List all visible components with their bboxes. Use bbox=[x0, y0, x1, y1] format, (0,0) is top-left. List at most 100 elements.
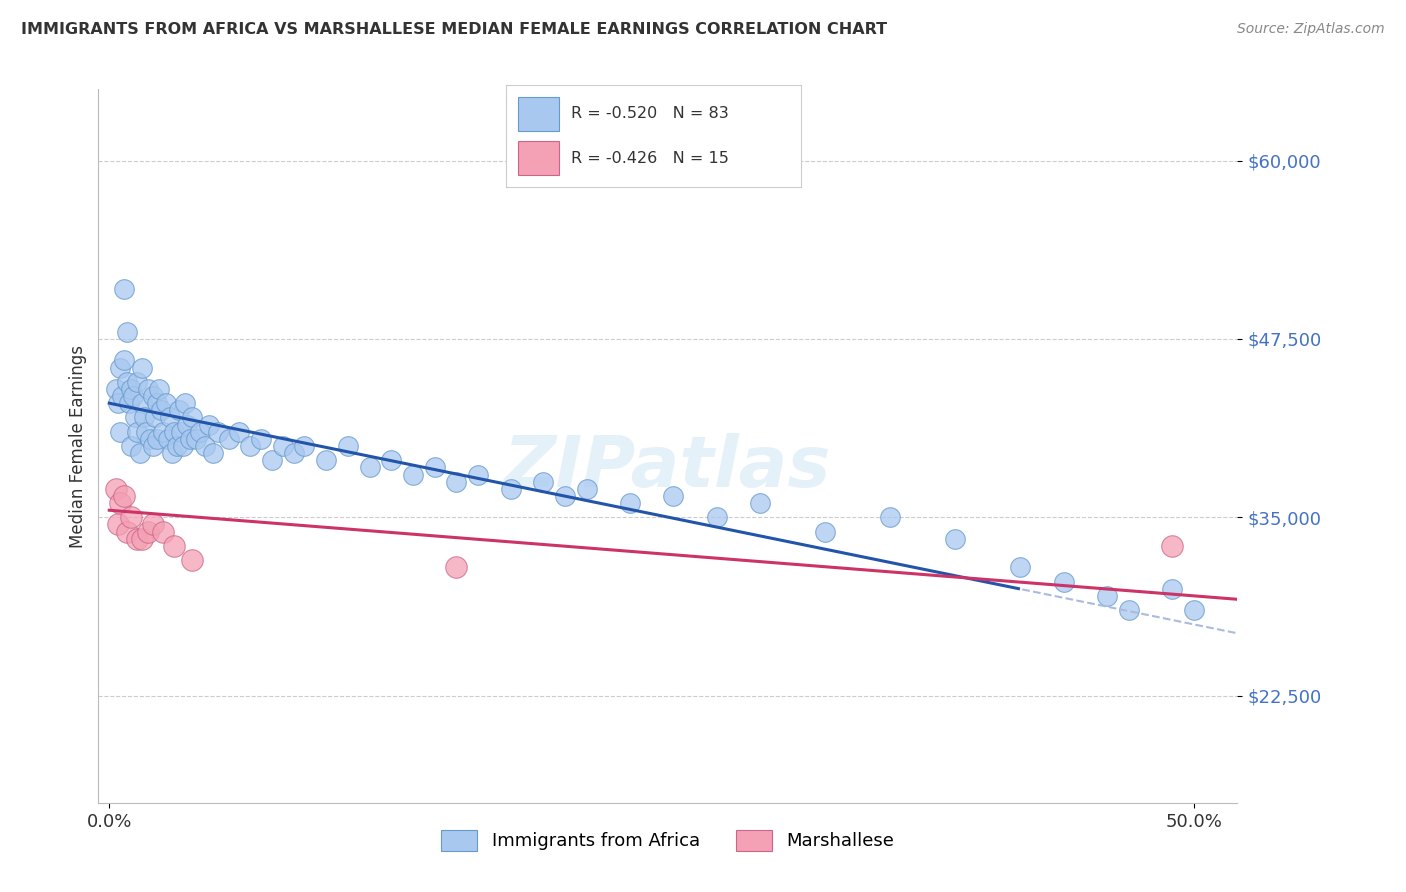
Point bbox=[1161, 539, 1184, 553]
Point bbox=[104, 382, 127, 396]
Point bbox=[115, 325, 138, 339]
Point bbox=[107, 396, 129, 410]
Point bbox=[111, 389, 134, 403]
Text: IMMIGRANTS FROM AFRICA VS MARSHALLESE MEDIAN FEMALE EARNINGS CORRELATION CHART: IMMIGRANTS FROM AFRICA VS MARSHALLESE ME… bbox=[21, 22, 887, 37]
Point bbox=[127, 425, 149, 439]
Text: R = -0.520   N = 83: R = -0.520 N = 83 bbox=[571, 106, 728, 121]
Point bbox=[156, 432, 179, 446]
Point bbox=[283, 446, 305, 460]
Y-axis label: Median Female Earnings: Median Female Earnings bbox=[69, 344, 87, 548]
Point bbox=[132, 410, 155, 425]
Point bbox=[148, 382, 170, 396]
Point bbox=[499, 482, 522, 496]
Point bbox=[136, 382, 159, 396]
Text: Source: ZipAtlas.com: Source: ZipAtlas.com bbox=[1237, 22, 1385, 37]
Point bbox=[108, 425, 131, 439]
Point bbox=[749, 496, 772, 510]
Point bbox=[554, 489, 576, 503]
Point bbox=[207, 425, 229, 439]
Point bbox=[146, 432, 169, 446]
Point bbox=[146, 396, 169, 410]
Point bbox=[180, 553, 202, 567]
Point bbox=[184, 432, 207, 446]
Point bbox=[163, 539, 186, 553]
Point bbox=[127, 375, 149, 389]
Point bbox=[446, 560, 468, 574]
Point bbox=[139, 432, 162, 446]
Point bbox=[619, 496, 641, 510]
Point bbox=[1118, 603, 1140, 617]
Point bbox=[120, 382, 142, 396]
Point bbox=[128, 446, 150, 460]
Point bbox=[104, 482, 127, 496]
Point bbox=[814, 524, 837, 539]
Point bbox=[115, 524, 138, 539]
FancyBboxPatch shape bbox=[517, 97, 560, 131]
Point bbox=[142, 389, 165, 403]
Point bbox=[152, 425, 174, 439]
Point bbox=[174, 396, 197, 410]
Point bbox=[170, 425, 193, 439]
Point bbox=[315, 453, 337, 467]
Point bbox=[1095, 589, 1118, 603]
Point bbox=[1182, 603, 1205, 617]
Point bbox=[336, 439, 359, 453]
Point bbox=[135, 425, 157, 439]
Point bbox=[166, 439, 188, 453]
Point bbox=[142, 439, 165, 453]
Point bbox=[194, 439, 217, 453]
Point bbox=[176, 417, 198, 432]
Point bbox=[294, 439, 316, 453]
Point bbox=[114, 353, 136, 368]
Point bbox=[575, 482, 598, 496]
Point bbox=[120, 510, 142, 524]
Point bbox=[167, 403, 190, 417]
Point bbox=[127, 532, 149, 546]
Point bbox=[143, 410, 166, 425]
Point bbox=[662, 489, 685, 503]
Point bbox=[150, 403, 173, 417]
Point bbox=[108, 496, 131, 510]
Point bbox=[163, 425, 186, 439]
Point bbox=[172, 439, 194, 453]
Point bbox=[114, 489, 136, 503]
Point bbox=[107, 517, 129, 532]
Point bbox=[879, 510, 901, 524]
Point bbox=[228, 425, 250, 439]
Point bbox=[202, 446, 225, 460]
Point bbox=[114, 282, 136, 296]
Point bbox=[136, 524, 159, 539]
Point bbox=[531, 475, 554, 489]
Point bbox=[1053, 574, 1076, 589]
Point bbox=[122, 389, 145, 403]
Point bbox=[1161, 582, 1184, 596]
Point bbox=[271, 439, 294, 453]
Point bbox=[142, 517, 165, 532]
Point bbox=[131, 532, 153, 546]
Point bbox=[423, 460, 446, 475]
Point bbox=[250, 432, 273, 446]
Point bbox=[706, 510, 728, 524]
Point bbox=[115, 375, 138, 389]
Point bbox=[155, 396, 177, 410]
Point bbox=[179, 432, 201, 446]
Point bbox=[159, 410, 181, 425]
Point bbox=[108, 360, 131, 375]
Point bbox=[380, 453, 402, 467]
Point bbox=[943, 532, 966, 546]
Text: R = -0.426   N = 15: R = -0.426 N = 15 bbox=[571, 151, 728, 166]
Point bbox=[198, 417, 221, 432]
Point bbox=[239, 439, 262, 453]
Point bbox=[218, 432, 240, 446]
Point bbox=[190, 425, 212, 439]
Point bbox=[1010, 560, 1032, 574]
Text: ZIPatlas: ZIPatlas bbox=[505, 433, 831, 502]
Legend: Immigrants from Africa, Marshallese: Immigrants from Africa, Marshallese bbox=[434, 822, 901, 858]
Point bbox=[446, 475, 468, 489]
Point bbox=[131, 396, 153, 410]
FancyBboxPatch shape bbox=[517, 141, 560, 175]
Point bbox=[118, 396, 141, 410]
Point bbox=[359, 460, 381, 475]
Point bbox=[180, 410, 202, 425]
Point bbox=[467, 467, 489, 482]
